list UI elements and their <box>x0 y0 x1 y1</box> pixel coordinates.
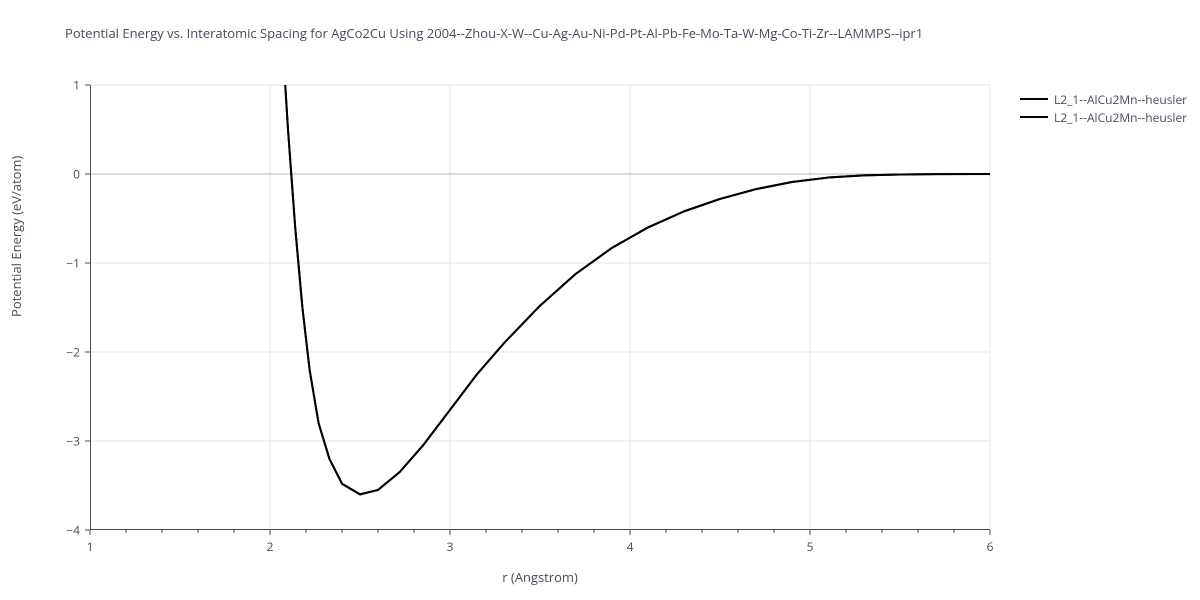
x-axis-label: r (Angstrom) <box>502 568 578 586</box>
legend-swatch <box>1020 116 1048 118</box>
x-tick-label: 2 <box>267 538 274 555</box>
chart-container: Potential Energy vs. Interatomic Spacing… <box>0 0 1200 600</box>
x-tick-label: 4 <box>627 538 634 555</box>
y-tick-label: −3 <box>66 433 80 450</box>
y-tick-label: −4 <box>66 522 80 539</box>
legend-label: L2_1--AlCu2Mn--heusler <box>1054 91 1187 108</box>
plot-area[interactable] <box>90 85 992 532</box>
y-tick-label: 0 <box>73 166 80 183</box>
legend[interactable]: L2_1--AlCu2Mn--heuslerL2_1--AlCu2Mn--heu… <box>1020 90 1187 126</box>
legend-label: L2_1--AlCu2Mn--heusler <box>1054 109 1187 126</box>
x-tick-label: 1 <box>87 538 94 555</box>
y-tick-label: −1 <box>66 255 80 272</box>
chart-title: Potential Energy vs. Interatomic Spacing… <box>65 24 923 42</box>
y-axis-label: Potential Energy (eV/atom) <box>7 155 25 316</box>
y-tick-label: 1 <box>73 77 80 94</box>
legend-item[interactable]: L2_1--AlCu2Mn--heusler <box>1020 90 1187 108</box>
x-tick-label: 6 <box>987 538 994 555</box>
x-tick-label: 5 <box>807 538 814 555</box>
legend-item[interactable]: L2_1--AlCu2Mn--heusler <box>1020 108 1187 126</box>
x-tick-label: 3 <box>447 538 454 555</box>
y-tick-label: −2 <box>66 344 80 361</box>
legend-swatch <box>1020 98 1048 100</box>
